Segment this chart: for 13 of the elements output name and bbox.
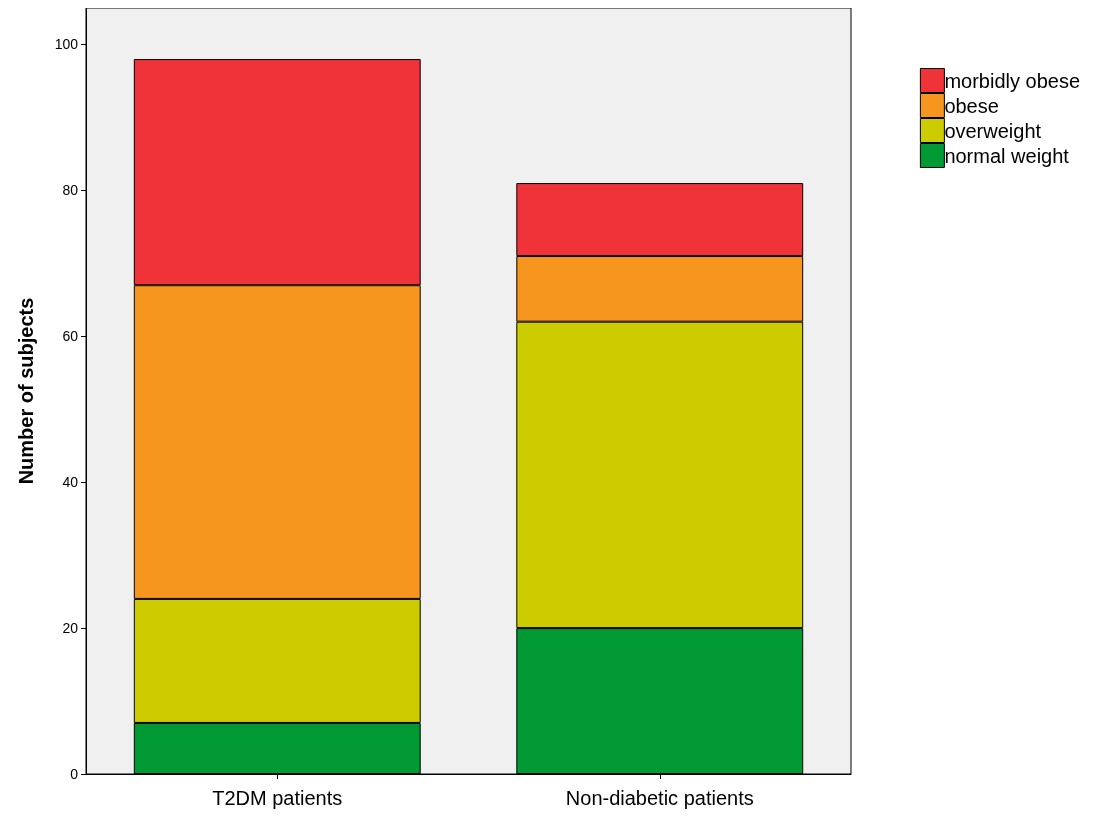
legend-label: morbidly obese xyxy=(944,69,1080,92)
y-tick-label: 40 xyxy=(62,474,79,491)
legend-label: normal weight xyxy=(944,144,1070,167)
legend-label: overweight xyxy=(944,119,1042,142)
legend-label: obese xyxy=(944,94,999,117)
y-tick-label: 60 xyxy=(62,328,79,345)
y-tick-label: 0 xyxy=(70,766,79,782)
x-tick-label: Non-diabetic patients xyxy=(565,787,754,809)
y-tick-label: 20 xyxy=(62,620,79,637)
x-tick-label: T2DM patients xyxy=(212,787,343,809)
y-tick-label: 80 xyxy=(62,182,79,199)
y-axis-title: Number of subjects xyxy=(15,297,37,485)
y-tick-label: 100 xyxy=(54,36,79,53)
